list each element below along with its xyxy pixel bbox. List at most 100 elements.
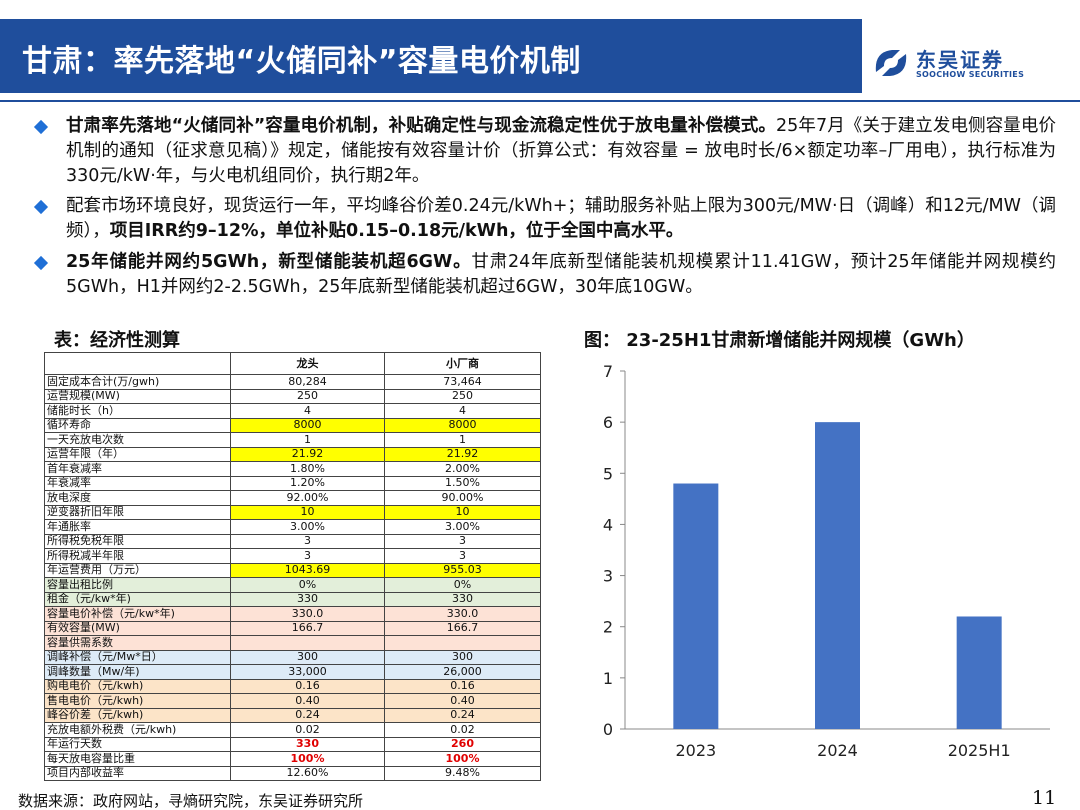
table-title: 表：经济性测算 [54,330,180,351]
table-cell-leader: 1043.69 [230,562,385,578]
table-header-row: 龙头 小厂商 [44,352,541,375]
table-cell-label: 每天放电容量比重 [44,751,231,767]
x-tick-label: 2024 [817,741,858,760]
table-cell-small: 26,000 [384,664,541,680]
table-cell-small: 3 [384,533,541,549]
bar-chart: 0 1 2 3 4 5 6 7 2023 2024 2025H1 [603,362,1050,760]
table-row: 容量出租比例 0% 0% [44,577,541,593]
table-cell-leader: 4 [230,403,385,419]
table-cell-label: 售电电价（元/kwh) [44,693,231,709]
table-cell-leader: 33,000 [230,664,385,680]
bar-2023 [673,483,719,729]
table-cell-leader: 0.16 [230,678,385,694]
table-row: 运营年限（年） 21.92 21.92 [44,446,541,462]
economics-table: 龙头 小厂商 固定成本合计(万/gwh) 80,284 73,464 运营规模(MW)… [44,352,541,781]
table-cell-small: 0.16 [384,678,541,694]
page-title: 甘肃：率先落地“火储同补”容量电价机制 [22,44,581,79]
table-row: 所得税免税年限 3 3 [44,533,541,549]
table-cell-small: 9.48% [384,765,541,781]
table-cell-label: 所得税免税年限 [44,533,231,549]
table-header-leader: 龙头 [230,352,385,375]
table-cell-label: 一天充放电次数 [44,432,231,448]
table-cell-leader [230,635,385,651]
table-row: 调峰数量（Mw/年) 33,000 26,000 [44,664,541,680]
bullet-2-text: 配套市场环境良好，现货运行一年，平均峰谷价差0.24元/kWh+；辅助服务补贴上… [66,196,1056,241]
table-cell-small: 300 [384,649,541,665]
table-row: 固定成本合计(万/gwh) 80,284 73,464 [44,374,541,390]
table-cell-small: 260 [384,736,541,752]
table-row: 首年衰减率 1.80% 2.00% [44,461,541,477]
table-row: 充放电额外税费（元/kwh) 0.02 0.02 [44,722,541,738]
table-cell-label: 所得税减半年限 [44,548,231,564]
bullet-1-bold: 甘肃率先落地“火储同补”容量电价机制，补贴确定性与现金流稳定性优于放电量补偿模式… [66,116,776,136]
table-cell-small: 0.02 [384,722,541,738]
table-cell-label: 购电电价（元/kwh) [44,678,231,694]
table-cell-small: 8000 [384,417,541,433]
table-header-empty [44,352,231,375]
table-cell-label: 容量出租比例 [44,577,231,593]
table-cell-leader: 330 [230,736,385,752]
bullet-2-bold: 项目IRR约9–12%，单位补贴0.15–0.18元/kWh，位于全国中高水平。 [109,221,684,241]
table-cell-leader: 0.40 [230,693,385,709]
table-cell-label: 储能时长（h） [44,403,231,419]
table-cell-label: 运营年限（年） [44,446,231,462]
table-cell-leader: 0.02 [230,722,385,738]
table-cell-leader: 1 [230,432,385,448]
table-cell-small: 10 [384,504,541,520]
table-row: 项目内部收益率 12.60% 9.48% [44,765,541,781]
title-bar: 甘肃：率先落地“火储同补”容量电价机制 [0,19,862,93]
x-tick-label: 2025H1 [948,741,1011,760]
table-cell-leader: 166.7 [230,620,385,636]
table-row: 容量电价补偿（元/kw*年) 330.0 330.0 [44,606,541,622]
table-row: 储能时长（h） 4 4 [44,403,541,419]
table-row: 年衰减率 1.20% 1.50% [44,475,541,491]
table-cell-leader: 0.24 [230,707,385,723]
table-cell-label: 年通胀率 [44,519,231,535]
table-cell-leader: 3 [230,548,385,564]
table-cell-label: 年衰减率 [44,475,231,491]
table-row: 购电电价（元/kwh) 0.16 0.16 [44,678,541,694]
table-row: 售电电价（元/kwh) 0.40 0.40 [44,693,541,709]
table-cell-label: 放电深度 [44,490,231,506]
table-cell-small: 3.00% [384,519,541,535]
table-cell-label: 峰谷价差（元/kwh) [44,707,231,723]
table-cell-small: 250 [384,388,541,404]
y-tick-label: 5 [603,464,613,483]
bullet-3: 25年储能并网约5GWh，新型储能装机超6GW。甘肃24年底新型储能装机规模累计… [33,250,1057,300]
table-cell-label: 容量供需系数 [44,635,231,651]
table-cell-label: 固定成本合计(万/gwh) [44,374,231,390]
table-cell-leader: 21.92 [230,446,385,462]
table-cell-label: 调峰数量（Mw/年) [44,664,231,680]
table-cell-leader: 10 [230,504,385,520]
table-row: 容量供需系数 [44,635,541,651]
table-cell-leader: 1.20% [230,475,385,491]
table-cell-label: 年运营费用（万元） [44,562,231,578]
table-cell-leader: 3.00% [230,519,385,535]
table-cell-small: 1.50% [384,475,541,491]
table-cell-leader: 300 [230,649,385,665]
y-tick-label: 3 [603,567,613,586]
table-cell-leader: 0% [230,577,385,593]
table-cell-small: 3 [384,548,541,564]
table-cell-label: 租金（元/kw*年) [44,591,231,607]
logo-english: SOOCHOW SECURITIES [916,70,1025,79]
table-cell-small: 330.0 [384,606,541,622]
table-cell-small [384,635,541,651]
table-cell-label: 年运行天数 [44,736,231,752]
table-row: 有效容量(MW) 166.7 166.7 [44,620,541,636]
table-cell-leader: 80,284 [230,374,385,390]
bullet-3-bold: 25年储能并网约5GWh，新型储能装机超6GW。 [66,252,472,272]
y-tick-label: 4 [603,515,613,534]
bullet-3-text: 甘肃24年底新型储能装机规模累计11.41GW，预计25年储能并网规模约5GWh… [66,252,1057,297]
table-cell-small: 73,464 [384,374,541,390]
table-cell-label: 循环寿命 [44,417,231,433]
table-cell-leader: 8000 [230,417,385,433]
y-tick-label: 7 [603,362,613,381]
table-row: 年通胀率 3.00% 3.00% [44,519,541,535]
table-cell-label: 首年衰减率 [44,461,231,477]
table-cell-small: 1 [384,432,541,448]
table-row: 运营规模(MW) 250 250 [44,388,541,404]
bullet-2: 配套市场环境良好，现货运行一年，平均峰谷价差0.24元/kWh+；辅助服务补贴上… [33,194,1056,244]
table-row: 年运行天数 330 260 [44,736,541,752]
table-cell-small: 2.00% [384,461,541,477]
